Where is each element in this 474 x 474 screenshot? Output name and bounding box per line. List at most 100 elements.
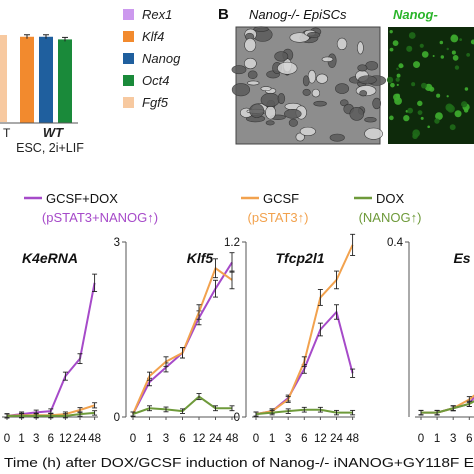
- gfp-cell: [464, 87, 469, 91]
- gfp-cell: [454, 65, 460, 70]
- gfp-cell: [435, 112, 443, 121]
- panel-a-legend-swatch-rex1: [123, 9, 134, 20]
- gfp-cell: [413, 61, 421, 69]
- panel-a-legend-swatch-klf4: [123, 31, 134, 42]
- brightfield-cell: [260, 92, 280, 107]
- x-tick-label: 3: [33, 433, 39, 445]
- chart-title: Es: [453, 250, 470, 266]
- brightfield-cell: [231, 83, 251, 97]
- gfp-cell: [432, 54, 435, 57]
- y-tick-label: 0: [234, 412, 240, 424]
- series-line-gcsf-dox: [132, 261, 233, 415]
- x-tick-label: 1: [18, 433, 24, 445]
- chart-title: K4eRNA: [22, 250, 78, 266]
- series-line-dox: [421, 400, 474, 414]
- x-tick-label: 12: [193, 433, 206, 445]
- brightfield-cell: [277, 93, 286, 105]
- gfp-cell: [446, 47, 449, 51]
- panel-a-legend-swatch-nanog: [123, 53, 134, 64]
- brightfield-cell: [313, 100, 327, 107]
- legend-label-dox: DOX: [376, 191, 405, 206]
- x-tick-label: 1: [434, 433, 440, 445]
- x-tick-label: 24: [74, 433, 87, 445]
- panel-a-legend-label-nanog: Nanog: [142, 51, 181, 66]
- gfp-cell: [427, 125, 430, 129]
- legend-sublabel-gcsf-dox: (pSTAT3+NANOG↑): [42, 210, 158, 225]
- gfp-fluorescent-cells: [386, 29, 474, 140]
- brightfield-cell: [321, 56, 334, 62]
- gfp-cell: [434, 118, 440, 124]
- brightfield-cell: [302, 75, 310, 87]
- x-tick-label: 48: [346, 433, 359, 445]
- y-tick-label: 1.2: [224, 237, 240, 249]
- brightfield-cell: [307, 31, 321, 39]
- gfp-cell: [396, 83, 399, 86]
- gfp-cell: [407, 107, 414, 114]
- brightfield-cell: [299, 126, 316, 137]
- panel-a-bar-nanog: [39, 36, 53, 124]
- brightfield-cell: [253, 26, 269, 32]
- gfp-cell: [451, 50, 456, 55]
- gfp-cell: [417, 110, 423, 116]
- panel-a-stub-bar: [0, 35, 7, 122]
- x-tick-label: 6: [466, 433, 472, 445]
- x-tick-label: 3: [163, 433, 169, 445]
- brightfield-cell: [231, 65, 247, 75]
- gfp-cell: [461, 101, 468, 108]
- brightfield-cell: [265, 105, 277, 120]
- brightfield-cell: [247, 70, 258, 80]
- gfp-cell: [463, 108, 469, 113]
- panel-a-legend-swatch-fgf5: [123, 97, 134, 108]
- gfp-cell: [459, 38, 463, 42]
- gfp-cell: [421, 82, 427, 89]
- gfp-cell: [421, 51, 429, 58]
- brightfield-cell: [284, 109, 302, 119]
- x-tick-label: 0: [130, 433, 136, 445]
- brightfield-cell: [288, 118, 298, 127]
- brightfield-cell: [372, 97, 382, 110]
- panel-a-bar-klf4: [20, 36, 34, 124]
- y-tick-label: 0.4: [387, 237, 404, 249]
- panel-a-legend-label-oct4: Oct4: [142, 73, 169, 88]
- series-line-gcsf-dox: [6, 282, 96, 417]
- gfp-cell: [436, 93, 441, 98]
- brightfield-cell: [364, 127, 383, 140]
- brightfield-cell: [365, 60, 379, 71]
- legend-sublabel-gcsf: (pSTAT3↑): [248, 210, 309, 225]
- brightfield-cell: [357, 64, 368, 72]
- gfp-cell: [389, 115, 394, 121]
- brightfield-cell: [329, 133, 345, 142]
- gfp-cell: [412, 129, 421, 138]
- x-tick-label: 1: [146, 433, 152, 445]
- gfp-cell: [466, 52, 471, 57]
- legend-label-gcsf: GCSF: [263, 191, 299, 206]
- brightfield-cell-clusters: [231, 26, 387, 142]
- x-tick-label: 0: [253, 433, 259, 445]
- panel-a-bar-oct4: [58, 39, 72, 123]
- gfp-cell: [403, 114, 410, 122]
- brightfield-cell: [358, 75, 377, 85]
- series-line-gcsf-dox: [421, 395, 474, 414]
- panel-a-legend-label-klf4: Klf4: [142, 29, 164, 44]
- chart-k4erna: K4eRNA 0 1 3 6 12 24 48: [2, 250, 101, 445]
- gfp-cell: [408, 46, 412, 50]
- brightfield-cell: [335, 83, 350, 94]
- brightfield-cell: [244, 38, 257, 52]
- panel-a-group-label: WT: [43, 125, 64, 140]
- panel-a-legend-label-fgf5: Fgf5: [142, 95, 169, 110]
- gfp-cell: [411, 82, 416, 87]
- gfp-cell: [439, 40, 444, 45]
- gfp-cell: [420, 116, 424, 120]
- brightfield-cell: [277, 61, 298, 75]
- legend-label-gcsf-dox: GCSF+DOX: [46, 191, 118, 206]
- series-line-gcsf: [132, 267, 233, 415]
- y-tick-label: 0: [114, 412, 120, 424]
- brightfield-cell: [357, 41, 364, 55]
- legend-sublabel-dox: (NANOG↑): [359, 210, 422, 225]
- brightfield-cell: [274, 51, 289, 62]
- x-tick-label: 6: [48, 433, 54, 445]
- x-tick-label: 3: [450, 433, 456, 445]
